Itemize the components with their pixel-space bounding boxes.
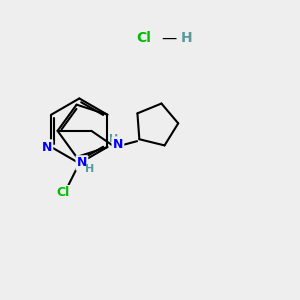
Text: N: N <box>42 141 52 154</box>
Text: N: N <box>113 138 123 151</box>
Text: Cl: Cl <box>137 31 152 45</box>
Text: H: H <box>109 134 118 144</box>
Text: H: H <box>85 164 94 174</box>
Text: Cl: Cl <box>56 186 70 199</box>
Text: N: N <box>77 157 87 169</box>
Text: H: H <box>181 31 193 45</box>
Text: —: — <box>161 31 177 46</box>
